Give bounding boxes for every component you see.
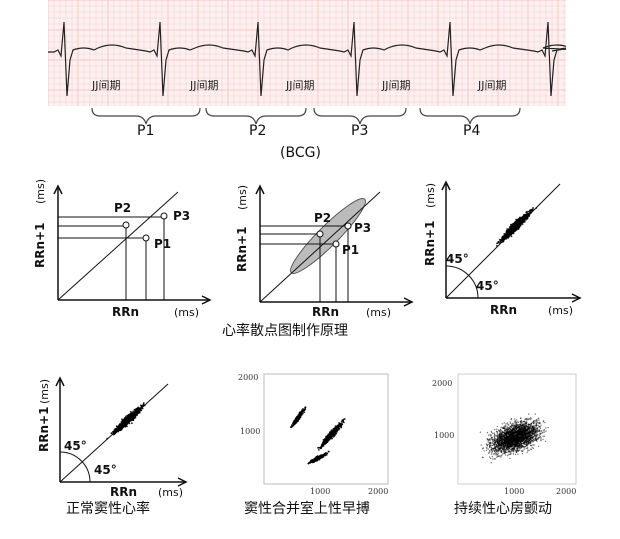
x-tick: 1000 <box>504 487 524 496</box>
y-axis-label: RRn+1 <box>235 227 249 272</box>
angle-label-1: 45° <box>446 252 469 266</box>
af-caption: 持续性心房颤动 <box>454 501 552 517</box>
pac-plot: 2000 1000 1000 2000 <box>238 373 389 496</box>
af-plot: 2000 1000 1000 2000 <box>432 373 577 496</box>
y-axis-unit: (ms) <box>34 179 47 204</box>
y-axis-unit: (ms) <box>236 185 249 210</box>
y-tick: 2000 <box>432 379 452 388</box>
scatter-cloud <box>479 413 549 464</box>
ecg-caption: (BCG) <box>280 145 321 161</box>
x-axis-label: RRn <box>110 485 137 498</box>
jj-interval-label-4: JJ间期 <box>382 79 411 92</box>
angle-label-1: 45° <box>64 439 87 453</box>
scatter-clusters <box>289 406 346 465</box>
x-tick: 2000 <box>368 487 388 496</box>
y-axis-label: RRn+1 <box>423 221 437 266</box>
y-tick: 1000 <box>240 427 260 436</box>
period-braces <box>91 107 521 125</box>
y-axis-label: RRn+1 <box>37 407 51 452</box>
x-tick: 2000 <box>556 487 576 496</box>
principle-panel-3: 45° 45° RRn+1 (ms) RRn (ms) <box>423 180 582 317</box>
point-label-p3: P3 <box>354 221 371 235</box>
scatter-ellipse <box>290 198 366 274</box>
ecg-waveform <box>48 21 579 97</box>
y-tick: 1000 <box>434 431 454 440</box>
point-label-p1: P1 <box>342 243 359 257</box>
period-label-p4: P4 <box>463 123 481 139</box>
y-tick: 2000 <box>238 373 258 382</box>
period-label-p3: P3 <box>351 123 369 139</box>
normal-sinus-plot: 45° 45° RRn+1 (ms) RRn (ms) <box>37 376 188 498</box>
pac-caption: 窦性合并室上性早搏 <box>244 501 370 517</box>
principle-panel-2: P2 P3 P1 RRn+1 (ms) RRn (ms) <box>235 184 414 319</box>
period-label-p2: P2 <box>249 123 267 139</box>
period-label-p1: P1 <box>137 123 155 139</box>
x-axis-unit: (ms) <box>158 486 183 498</box>
principle-panel-1: P2 P3 P1 RRn+1 (ms) RRn (ms) <box>33 179 212 319</box>
x-axis-unit: (ms) <box>174 306 199 319</box>
x-axis-label: RRn <box>312 305 339 319</box>
y-axis-unit: (ms) <box>38 379 51 404</box>
angle-label-2: 45° <box>476 279 499 293</box>
jj-interval-label-1: JJ间期 <box>92 79 121 92</box>
principle-caption: 心率散点图制作原理 <box>222 323 348 339</box>
angle-label-2: 45° <box>94 463 117 477</box>
x-axis-label: RRn <box>490 303 517 317</box>
point-label-p2: P2 <box>314 211 331 225</box>
y-axis-label: RRn+1 <box>33 223 47 268</box>
x-axis-unit: (ms) <box>366 306 391 319</box>
y-axis-unit: (ms) <box>424 183 437 208</box>
jj-interval-label-2: JJ间期 <box>190 79 219 92</box>
scatter-cloud <box>496 207 538 247</box>
jj-interval-label-3: JJ间期 <box>286 79 315 92</box>
point-label-p1: P1 <box>154 237 171 251</box>
normal-sinus-caption: 正常窦性心率 <box>66 501 150 517</box>
ecg-trace <box>47 0 579 106</box>
ecg-strip <box>47 0 579 106</box>
x-tick: 1000 <box>310 487 330 496</box>
scatter-cloud <box>106 402 146 440</box>
jj-interval-label-5: JJ间期 <box>478 79 507 92</box>
point-label-p3: P3 <box>173 209 190 223</box>
x-axis-unit: (ms) <box>548 304 573 317</box>
point-label-p2: P2 <box>114 201 131 215</box>
x-axis-label: RRn <box>112 305 139 319</box>
